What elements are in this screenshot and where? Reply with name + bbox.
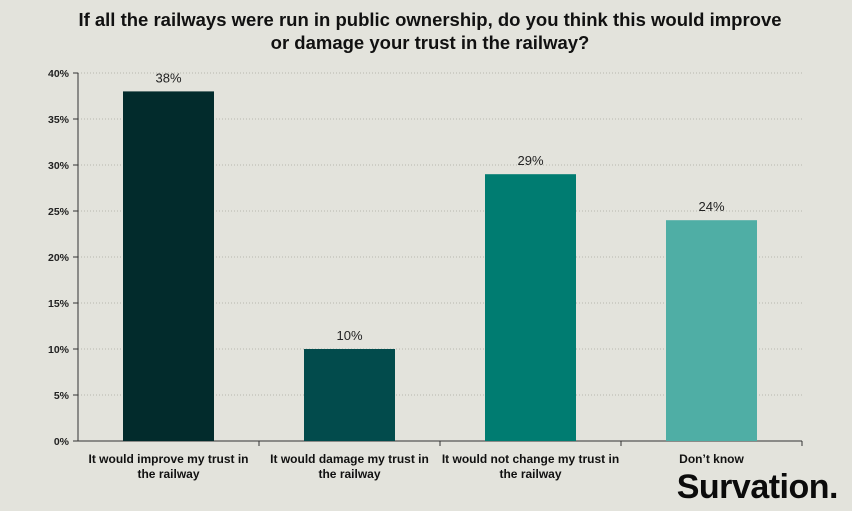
y-tick-label: 0% (54, 436, 70, 448)
y-tick-label: 20% (48, 252, 70, 264)
bar (123, 91, 214, 442)
data-label: 24% (698, 199, 724, 214)
category-label: It would not change my trust in the rail… (441, 452, 620, 481)
y-tick-label: 35% (48, 114, 70, 126)
y-tick-label: 10% (48, 344, 70, 356)
bars (123, 91, 757, 442)
y-tick-label: 15% (48, 298, 70, 310)
category-label: Don’t know (679, 452, 744, 466)
y-tick-label: 30% (48, 160, 70, 172)
y-tick-label: 40% (48, 68, 70, 80)
axes: 0% 5% 10% 15% 20% 25% 30% 35% 40% (48, 68, 803, 448)
y-tick-label: 25% (48, 206, 70, 218)
data-labels: 38% 10% 29% 24% (155, 70, 724, 343)
chart-title: If all the railways were run in public o… (78, 9, 782, 53)
y-tick-label: 5% (54, 390, 70, 402)
bar (304, 349, 395, 441)
data-label: 10% (336, 328, 362, 343)
data-label: 29% (517, 153, 543, 168)
bar (666, 220, 757, 441)
category-label: It would damage my trust in the railway (270, 452, 429, 481)
data-label: 38% (155, 70, 181, 85)
bar (485, 174, 576, 441)
category-label: It would improve my trust in the railway (88, 452, 249, 481)
survation-logo: Survation. (676, 468, 839, 506)
